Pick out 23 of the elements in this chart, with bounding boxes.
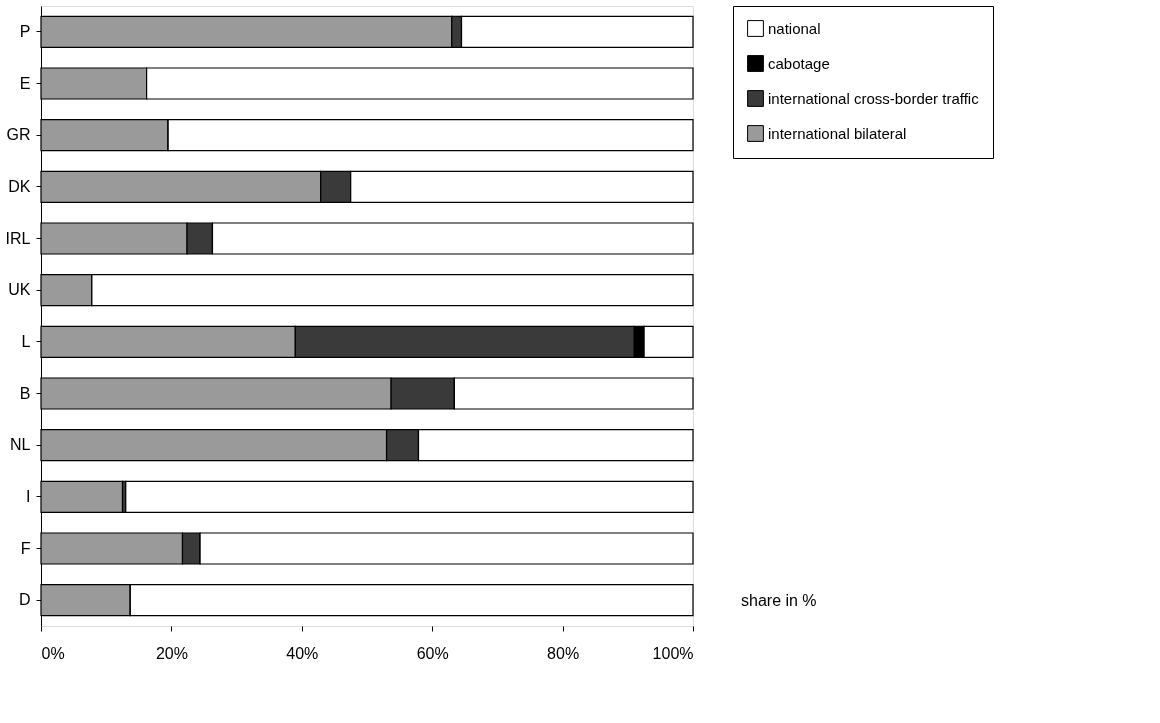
legend-label: international bilateral [768, 124, 907, 142]
legend-label: cabotage [768, 54, 830, 72]
y-tick-label: E [19, 74, 31, 92]
x-tick-label: 80% [547, 644, 580, 662]
y-tick-label: IRL [5, 229, 31, 247]
y-tick-label: DK [8, 177, 31, 195]
y-tick-label: F [20, 539, 31, 557]
y-tick-label: L [21, 332, 31, 350]
y-tick-label: I [26, 487, 31, 505]
x-tick-label: 40% [286, 644, 319, 662]
y-tick-label: B [19, 384, 31, 402]
y-tick-label: D [18, 591, 31, 609]
y-tick-label: GR [6, 126, 31, 144]
legend-label: national [768, 19, 821, 37]
text: share in % [741, 592, 817, 609]
y-tick-label: P [19, 22, 31, 40]
x-tick-label: 20% [155, 644, 188, 662]
x-tick-label: 60% [416, 644, 449, 662]
x-tick-label: 100% [652, 644, 694, 662]
y-tick-label: UK [8, 281, 31, 299]
x-tick-label: 0% [41, 644, 65, 662]
legend-label: international cross-border traffic [768, 89, 980, 107]
y-tick-label: NL [10, 436, 31, 454]
